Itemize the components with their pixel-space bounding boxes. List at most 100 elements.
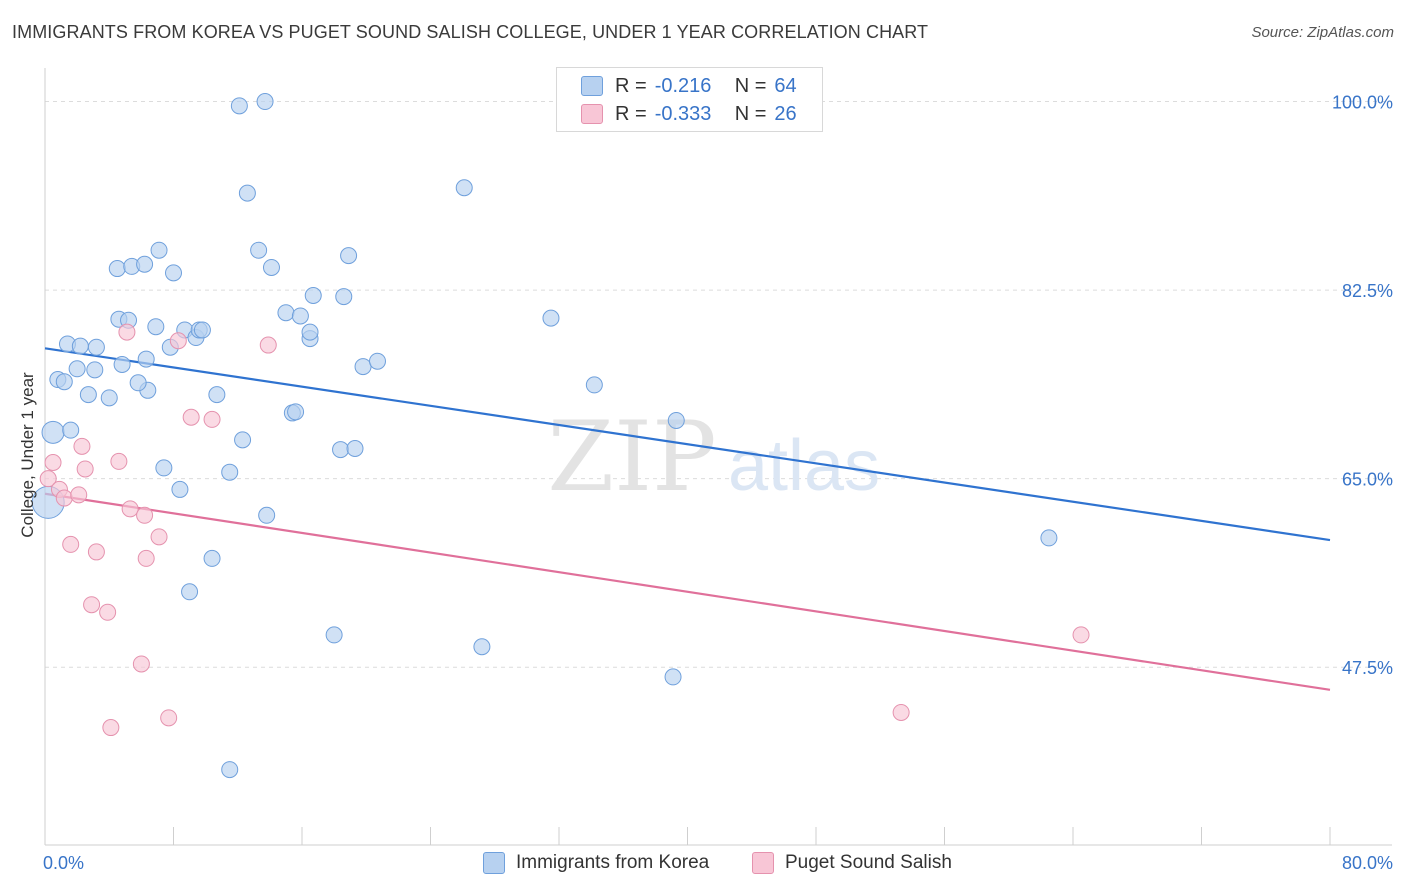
trend-lines [44, 347, 1331, 691]
salish-point [87, 543, 105, 561]
stats-legend: R = -0.216 N = 64 R = -0.333 N = 26 [556, 67, 823, 132]
korea-point [171, 480, 189, 498]
korea-point [113, 355, 131, 373]
salish-point [137, 549, 155, 567]
watermark: ZIP atlas [547, 401, 880, 513]
watermark-atlas: atlas [728, 426, 880, 506]
korea-point [129, 374, 147, 392]
korea-point [238, 184, 256, 202]
korea-point [346, 439, 364, 457]
korea-point [79, 386, 97, 404]
bottom-legend-swatch-salish [752, 852, 774, 874]
y-axis-label: College, Under 1 year [18, 372, 37, 538]
y-tick-label: 82.5% [1342, 281, 1393, 301]
korea-point [62, 421, 80, 439]
korea-point [542, 309, 560, 327]
korea-point [230, 97, 248, 115]
korea-point [250, 241, 268, 259]
salish-point [99, 603, 117, 621]
y-tick-label: 47.5% [1342, 658, 1393, 678]
salish-point [150, 528, 168, 546]
korea-point [340, 247, 358, 265]
salish-point [118, 323, 136, 341]
korea-point [221, 761, 239, 779]
x-tick-label: 0.0% [43, 853, 84, 873]
salish-point [83, 596, 101, 614]
bottom-legend-label-salish: Puget Sound Salish [785, 852, 952, 873]
korea-point [287, 403, 305, 421]
bottom-legend-korea: Immigrants from Korea [483, 852, 709, 874]
y-tick-label: 100.0% [1332, 93, 1393, 113]
korea-point [193, 321, 211, 339]
korea-point [86, 361, 104, 379]
source-label: Source: ZipAtlas.com [1251, 24, 1394, 41]
korea-point [55, 373, 73, 391]
salish-point [160, 709, 178, 727]
korea-point [137, 350, 155, 368]
korea-point [277, 304, 295, 322]
bottom-legend-swatch-korea [483, 852, 505, 874]
salish-point [73, 437, 91, 455]
korea-point [71, 337, 89, 355]
legend-swatch-salish [581, 104, 603, 124]
korea-point [304, 286, 322, 304]
legend-n-value-korea: 64 [774, 74, 797, 97]
salish-point [132, 655, 150, 673]
salish-point [55, 489, 73, 507]
legend-r-value-salish: -0.333 [654, 102, 712, 125]
korea-point [100, 389, 118, 407]
salish-point [121, 500, 139, 518]
axes [44, 68, 1392, 846]
korea-point [455, 179, 473, 197]
korea-point [108, 260, 126, 278]
legend-r-label: R = [615, 74, 647, 97]
salish-point [203, 410, 221, 428]
legend-row-salish: R = -0.333 N = 26 [581, 101, 797, 127]
legend-n-label: N = [734, 102, 767, 125]
korea-point [664, 668, 682, 686]
korea-point [165, 264, 182, 282]
salish-point [39, 470, 57, 488]
legend-r-value-korea: -0.216 [654, 74, 712, 97]
salish-point [182, 408, 200, 426]
tick-labels: 47.5% 65.0% 82.5% 100.0% 0.0% 80.0% [43, 93, 1393, 873]
data-points [31, 93, 1090, 779]
watermark-zip: ZIP [547, 401, 716, 513]
korea-point [1040, 529, 1058, 547]
salish-point [62, 535, 80, 553]
legend-r-label: R = [615, 102, 647, 125]
salish-point [1072, 626, 1090, 644]
korea-point [256, 93, 274, 111]
korea-trend-line [44, 347, 1331, 542]
korea-point [68, 360, 86, 378]
korea-point [87, 338, 105, 356]
korea-point [335, 288, 353, 306]
salish-point [136, 506, 154, 524]
korea-point [262, 258, 280, 276]
korea-point [354, 358, 372, 376]
korea-point [368, 352, 386, 370]
korea-point [208, 386, 226, 404]
korea-point [147, 318, 165, 336]
salish-point [169, 332, 187, 350]
salish-point [76, 460, 94, 478]
korea-point [585, 376, 603, 394]
chart-title: IMMIGRANTS FROM KOREA VS PUGET SOUND SAL… [12, 22, 929, 42]
korea-point [150, 241, 168, 259]
korea-point [473, 638, 491, 656]
korea-point [667, 411, 685, 429]
salish-point [44, 454, 62, 471]
korea-point [234, 431, 252, 449]
legend-swatch-korea [581, 76, 603, 96]
korea-point [203, 549, 221, 567]
korea-point [325, 626, 343, 644]
korea-point [332, 441, 350, 459]
y-tick-label: 65.0% [1342, 470, 1393, 490]
salish-point [892, 703, 910, 721]
korea-point [155, 459, 173, 477]
salish-point [259, 336, 277, 354]
korea-point [136, 255, 154, 273]
salish-point [110, 452, 128, 470]
legend-row-korea: R = -0.216 N = 64 [581, 73, 797, 99]
legend-n-label: N = [734, 74, 767, 97]
